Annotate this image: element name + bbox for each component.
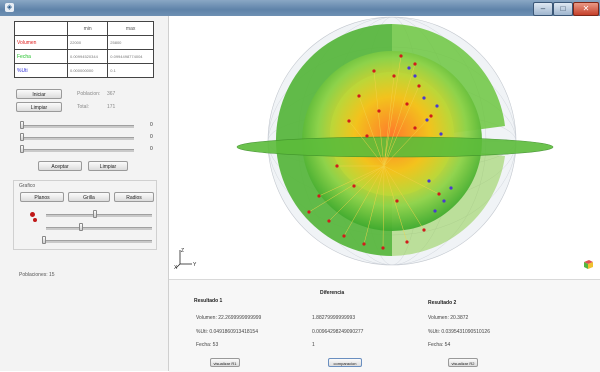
maximize-button[interactable]: □	[553, 2, 573, 16]
grafico-slider-thumb-1[interactable]	[93, 210, 97, 218]
diff-fecha: 1	[312, 342, 315, 348]
app-icon: ◈	[5, 3, 14, 12]
table-row: Volumen 22000 25800	[14, 35, 154, 50]
slider-track-2[interactable]	[22, 137, 134, 140]
grafico-slider-2[interactable]	[46, 227, 152, 230]
uti-min-cell[interactable]: 0.000000000	[66, 63, 109, 78]
slider-thumb-1[interactable]	[20, 121, 24, 129]
resultado1-title: Resultado 1	[194, 298, 223, 304]
poblacion-value: 367	[107, 91, 116, 97]
volumen-max-cell[interactable]: 25800	[107, 35, 154, 50]
axis-y-label: Y	[193, 262, 197, 268]
slider-value-1: 0	[150, 122, 153, 128]
grafico-slider-thumb-2[interactable]	[79, 223, 83, 231]
table-row: %Uti 0.000000000 0.1	[14, 63, 154, 78]
grafico-title: Grafico	[19, 183, 36, 189]
poblacion-label: Poblacion:	[77, 91, 101, 97]
results-panel	[169, 279, 600, 372]
visualizar-r2-button[interactable]: visualizar R2	[448, 358, 478, 367]
total-value: 171	[107, 104, 116, 110]
poblaciones-label: Poblaciones: 15	[19, 272, 55, 278]
equatorial-plane	[236, 136, 554, 158]
resultado2-title: Resultado 2	[428, 300, 457, 306]
range-table: min max Volumen 22000 25800 Fecha 0.0099…	[14, 21, 154, 78]
r2-uti: %Uti: 0.0395431090510126	[428, 329, 490, 335]
diff-uti: 0.00964298249090277	[312, 329, 364, 335]
view-cube-icon[interactable]	[582, 258, 594, 270]
diff-volumen: 1.88279999999993	[312, 315, 356, 321]
grafico-groupbox	[13, 180, 157, 250]
r1-volumen: Volumen: 22.2699999999999	[196, 315, 262, 321]
row-label-uti: %Uti	[14, 63, 68, 78]
planos-button[interactable]: Planos	[20, 192, 64, 202]
inner-core	[330, 72, 454, 196]
row-label-volumen: Volumen	[14, 35, 68, 50]
sphere-color-icon-small	[33, 218, 37, 222]
window-titlebar: ◈ – □ ✕	[0, 0, 600, 16]
slider-value-3: 0	[150, 146, 153, 152]
slider-thumb-2[interactable]	[20, 133, 24, 141]
visualizar-r1-button[interactable]: visualizar R1	[210, 358, 240, 367]
r2-fecha: Fecha: 54	[428, 342, 451, 348]
header-max: max	[107, 21, 154, 36]
fecha-max-cell[interactable]: 0.0994498774004	[107, 49, 154, 64]
slider-thumb-3[interactable]	[20, 145, 24, 153]
total-label: Total:	[77, 104, 89, 110]
table-corner	[14, 21, 68, 36]
slider-value-2: 0	[150, 134, 153, 140]
axis-x-label: X	[174, 265, 178, 270]
3d-viewport[interactable]	[169, 16, 600, 279]
slider-track-1[interactable]	[22, 125, 134, 128]
axis-z-label: Z	[181, 248, 184, 254]
sphere-color-icon	[30, 212, 35, 217]
grilla-button[interactable]: Grilla	[68, 192, 110, 202]
grafico-slider-1[interactable]	[46, 214, 152, 217]
table-row: Fecha 0.00994520344 0.0994498774004	[14, 49, 154, 64]
volumen-min-cell[interactable]: 22000	[66, 35, 109, 50]
minimize-button[interactable]: –	[533, 2, 553, 16]
data-points	[307, 54, 453, 250]
axis-indicator-icon: Y Z X	[174, 248, 197, 270]
grafico-slider-3[interactable]	[44, 240, 152, 243]
limpiar-secondary-button[interactable]: Limpiar	[88, 161, 128, 171]
row-label-fecha: Fecha	[14, 49, 68, 64]
slider-track-3[interactable]	[22, 149, 134, 152]
r2-volumen: Volumen: 20.3872	[428, 315, 469, 321]
limpiar-button[interactable]: Limpiar	[16, 102, 62, 112]
fecha-min-cell[interactable]: 0.00994520344	[66, 49, 109, 64]
grafico-slider-thumb-3[interactable]	[42, 236, 46, 244]
radios-button[interactable]: Radios	[114, 192, 154, 202]
iniciar-button[interactable]: Iniciar	[16, 89, 62, 99]
sphere-visualization	[236, 16, 554, 266]
uti-max-cell[interactable]: 0.1	[107, 63, 154, 78]
aceptar-button[interactable]: Aceptar	[38, 161, 82, 171]
close-button[interactable]: ✕	[573, 2, 599, 16]
diferencia-title: Diferencia	[320, 290, 345, 296]
r1-fecha: Fecha: 53	[196, 342, 219, 348]
radial-lines	[308, 55, 440, 249]
comparar-button[interactable]: comparacion	[328, 358, 362, 367]
r1-uti: %Uti: 0.0491860913418154	[196, 329, 258, 335]
header-min: min	[66, 21, 109, 36]
